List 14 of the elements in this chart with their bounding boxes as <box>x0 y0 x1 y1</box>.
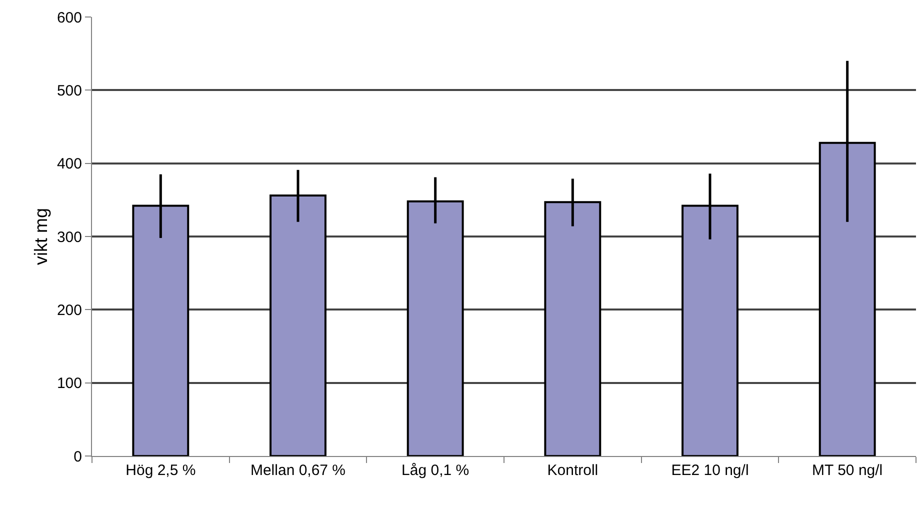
y-tick-label: 400 <box>56 156 82 173</box>
y-tick-label: 300 <box>56 228 82 246</box>
x-tick-label: Hög 2,5 % <box>126 462 196 479</box>
x-tick-label: MT 50 ng/l <box>812 462 883 479</box>
y-tick-label: 500 <box>56 82 82 100</box>
y-tick-label: 600 <box>56 9 82 26</box>
x-tick-label: EE2 10 ng/l <box>671 462 749 479</box>
y-tick-label: 0 <box>74 448 82 466</box>
x-tick-label: Mellan 0,67 % <box>250 462 346 479</box>
y-tick-label: 100 <box>56 375 82 392</box>
y-tick-label: 200 <box>56 302 82 319</box>
y-axis-title: vikt mg <box>31 208 52 266</box>
x-tick-label: Låg 0,1 % <box>402 462 470 479</box>
x-tick-label: Kontroll <box>547 462 598 479</box>
